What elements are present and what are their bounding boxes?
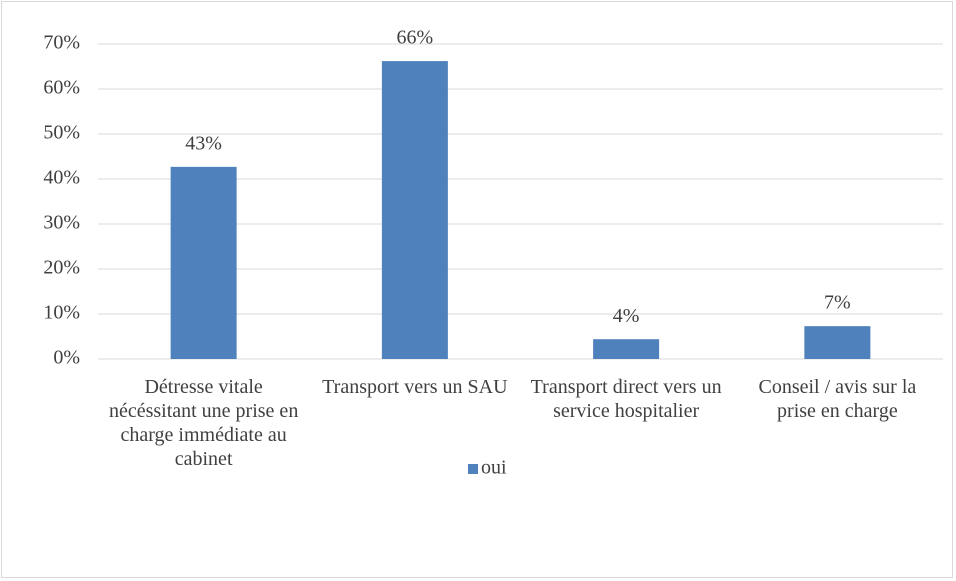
y-tick-label: 70% (43, 32, 80, 54)
data-label: 4% (613, 305, 640, 327)
x-tick-label: Transport direct vers un service hospita… (530, 376, 722, 422)
x-tick-label: Détresse vitale nécéssitant une prise en… (108, 376, 299, 470)
bar (804, 326, 871, 359)
y-tick-label: 40% (43, 167, 80, 189)
y-tick-label: 10% (43, 302, 80, 324)
y-tick-label: 20% (43, 257, 80, 279)
data-label: 66% (397, 27, 434, 49)
bar (593, 339, 660, 359)
y-tick-label: 30% (43, 212, 80, 234)
y-tick-label: 0% (53, 347, 80, 369)
x-tick-label: Transport vers un SAU (322, 376, 508, 398)
data-label: 7% (824, 292, 851, 314)
data-label: 43% (185, 132, 222, 154)
x-tick-label: Conseil / avis sur la prise en charge (758, 376, 917, 422)
legend-swatch (468, 464, 478, 474)
bar (170, 166, 237, 359)
legend-label: oui (481, 457, 507, 479)
y-tick-label: 60% (43, 77, 80, 99)
bar (381, 61, 448, 359)
y-tick-label: 50% (43, 122, 80, 144)
